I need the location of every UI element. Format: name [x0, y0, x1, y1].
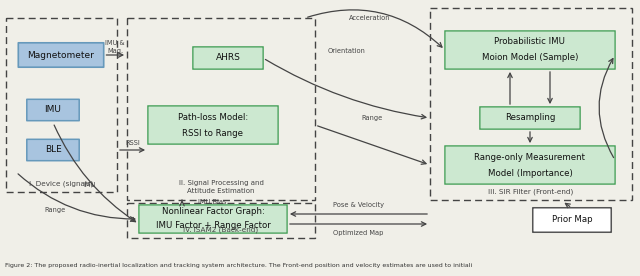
Text: Optimized Map: Optimized Map	[333, 230, 384, 236]
FancyBboxPatch shape	[139, 205, 287, 233]
Text: Orientation: Orientation	[328, 48, 365, 54]
Text: Path-loss Model:: Path-loss Model:	[178, 113, 248, 121]
Text: Probabilistic IMU: Probabilistic IMU	[495, 38, 566, 46]
FancyBboxPatch shape	[480, 107, 580, 129]
Text: BLE: BLE	[45, 145, 61, 155]
Text: Magnetometer: Magnetometer	[28, 51, 95, 60]
Text: II. Signal Processing and
Attitude Estimation: II. Signal Processing and Attitude Estim…	[179, 180, 264, 194]
Text: Range: Range	[44, 207, 66, 213]
Text: IMU: IMU	[84, 182, 96, 188]
FancyBboxPatch shape	[27, 139, 79, 161]
Text: Nonlinear Factor Graph:: Nonlinear Factor Graph:	[161, 208, 264, 216]
Text: RSSI to Range: RSSI to Range	[182, 129, 243, 137]
Text: I. Device (signals): I. Device (signals)	[29, 181, 93, 187]
Text: Range-only Measurement: Range-only Measurement	[474, 153, 586, 161]
FancyBboxPatch shape	[148, 106, 278, 144]
Text: RSSI: RSSI	[125, 140, 140, 146]
Text: IMU Factor + Range Factor: IMU Factor + Range Factor	[156, 222, 270, 230]
FancyBboxPatch shape	[193, 47, 263, 69]
Text: IV. iSAM2 (Back-end): IV. iSAM2 (Back-end)	[184, 227, 259, 233]
Text: Model (Importance): Model (Importance)	[488, 169, 572, 177]
FancyBboxPatch shape	[445, 31, 615, 69]
Bar	[127, 18, 315, 200]
Bar	[6, 18, 117, 192]
Text: Acceleration: Acceleration	[349, 15, 391, 21]
Text: III. SIR Filter (Front-end): III. SIR Filter (Front-end)	[488, 189, 573, 195]
Text: IMU: IMU	[45, 105, 61, 115]
FancyBboxPatch shape	[27, 99, 79, 121]
Text: IMU Bias: IMU Bias	[198, 198, 227, 205]
Bar	[430, 8, 632, 200]
Text: Prior Map: Prior Map	[552, 216, 592, 224]
Text: Pose & Velocity: Pose & Velocity	[333, 202, 384, 208]
Text: Resampling: Resampling	[505, 113, 555, 123]
Bar	[127, 203, 315, 238]
FancyBboxPatch shape	[445, 146, 615, 184]
FancyBboxPatch shape	[532, 208, 611, 232]
FancyBboxPatch shape	[19, 43, 104, 67]
Text: Range: Range	[362, 115, 383, 121]
Text: Figure 2: The proposed radio-inertial localization and tracking system architect: Figure 2: The proposed radio-inertial lo…	[5, 262, 472, 267]
Text: Moion Model (Sample): Moion Model (Sample)	[482, 54, 578, 62]
Text: IMU &
Mag.: IMU & Mag.	[106, 40, 125, 54]
Text: AHRS: AHRS	[216, 54, 241, 62]
